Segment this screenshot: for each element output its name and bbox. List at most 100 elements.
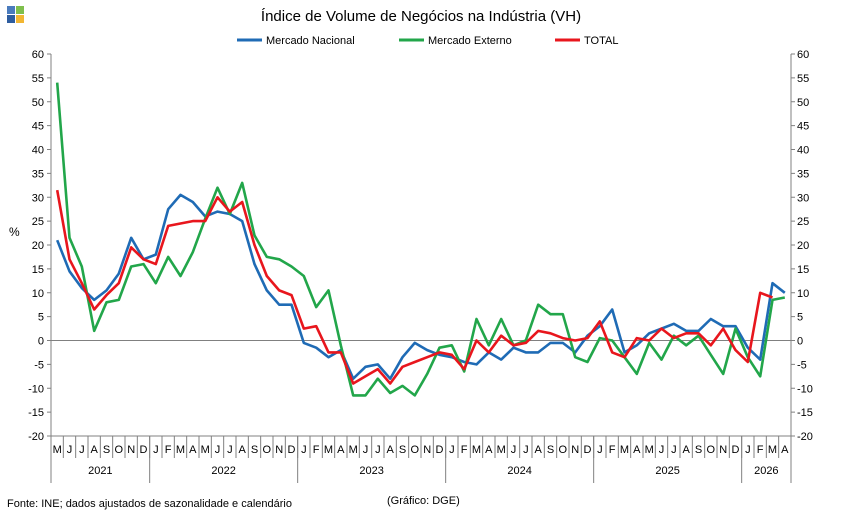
y-tick-label-right: 5 bbox=[797, 312, 803, 324]
y-tick-label-right: 20 bbox=[797, 240, 809, 252]
footnote: Fonte: INE; dados ajustados de sazonalid… bbox=[7, 498, 292, 510]
y-tick-label-left: 30 bbox=[32, 192, 44, 204]
y-tick-label-right: -15 bbox=[797, 407, 813, 419]
y-tick-label-left: 10 bbox=[32, 288, 44, 300]
month-label: D bbox=[140, 444, 148, 456]
month-label: M bbox=[53, 444, 62, 456]
y-tick-label-left: 0 bbox=[38, 336, 44, 348]
month-label: N bbox=[571, 444, 579, 456]
month-label: N bbox=[275, 444, 283, 456]
month-label: O bbox=[559, 444, 568, 456]
month-label: N bbox=[127, 444, 135, 456]
month-label: A bbox=[189, 444, 197, 456]
month-label: M bbox=[645, 444, 654, 456]
legend-label: Mercado Externo bbox=[428, 35, 512, 47]
month-label: J bbox=[523, 444, 529, 456]
month-label: O bbox=[411, 444, 420, 456]
month-label: A bbox=[337, 444, 345, 456]
month-label: M bbox=[176, 444, 185, 456]
y-tick-label-right: 35 bbox=[797, 168, 809, 180]
month-label: J bbox=[659, 444, 665, 456]
year-label: 2021 bbox=[88, 465, 112, 477]
month-label: N bbox=[423, 444, 431, 456]
month-label: D bbox=[288, 444, 296, 456]
month-label: M bbox=[472, 444, 481, 456]
month-label: A bbox=[485, 444, 493, 456]
y-axis-label: % bbox=[9, 225, 20, 239]
y-tick-label-left: 45 bbox=[32, 121, 44, 133]
year-label: 2022 bbox=[211, 465, 235, 477]
y-tick-label-right: 10 bbox=[797, 288, 809, 300]
month-label: F bbox=[165, 444, 172, 456]
y-tick-label-right: 45 bbox=[797, 121, 809, 133]
y-tick-label-left: -20 bbox=[28, 431, 44, 443]
month-label: S bbox=[103, 444, 110, 456]
year-label: 2023 bbox=[359, 465, 383, 477]
month-label: J bbox=[597, 444, 603, 456]
month-label: O bbox=[115, 444, 124, 456]
month-label: J bbox=[227, 444, 233, 456]
month-label: N bbox=[719, 444, 727, 456]
y-tick-label-left: 55 bbox=[32, 73, 44, 85]
month-label: S bbox=[695, 444, 702, 456]
y-tick-label-left: -5 bbox=[34, 359, 44, 371]
month-label: M bbox=[349, 444, 358, 456]
month-label: F bbox=[461, 444, 468, 456]
series-line-3 bbox=[55, 189, 773, 385]
y-tick-label-left: -10 bbox=[28, 383, 44, 395]
series-lines bbox=[55, 82, 786, 397]
legend-label: TOTAL bbox=[584, 35, 618, 47]
y-tick-label-right: 40 bbox=[797, 145, 809, 157]
month-label: F bbox=[757, 444, 764, 456]
y-tick-label-left: 50 bbox=[32, 97, 44, 109]
y-tick-label-right: 55 bbox=[797, 73, 809, 85]
month-label: J bbox=[67, 444, 73, 456]
month-label: M bbox=[201, 444, 210, 456]
month-label: J bbox=[449, 444, 455, 456]
month-label: S bbox=[399, 444, 406, 456]
series-line-2 bbox=[55, 82, 786, 397]
y-tick-label-right: -10 bbox=[797, 383, 813, 395]
y-tick-label-right: 50 bbox=[797, 97, 809, 109]
month-label: J bbox=[301, 444, 307, 456]
y-tick-label-left: 25 bbox=[32, 216, 44, 228]
year-label: 2025 bbox=[655, 465, 679, 477]
month-label: J bbox=[375, 444, 381, 456]
month-label: F bbox=[313, 444, 320, 456]
legend-label: Mercado Nacional bbox=[266, 35, 355, 47]
y-tick-label-left: 35 bbox=[32, 168, 44, 180]
logo-square bbox=[16, 15, 24, 23]
month-label: D bbox=[732, 444, 740, 456]
month-label: A bbox=[534, 444, 542, 456]
month-label: O bbox=[263, 444, 272, 456]
month-label: J bbox=[363, 444, 369, 456]
y-tick-label-left: 20 bbox=[32, 240, 44, 252]
month-label: F bbox=[609, 444, 616, 456]
logo-square bbox=[7, 6, 15, 14]
y-tick-label-left: 40 bbox=[32, 145, 44, 157]
month-label: J bbox=[671, 444, 677, 456]
logo-icon bbox=[7, 6, 24, 23]
y-tick-label-left: 5 bbox=[38, 312, 44, 324]
y-tick-label-right: -20 bbox=[797, 431, 813, 443]
month-label: M bbox=[497, 444, 506, 456]
y-tick-label-left: 60 bbox=[32, 49, 44, 61]
series-line-1 bbox=[55, 193, 786, 381]
y-tick-label-right: 15 bbox=[797, 264, 809, 276]
month-label: D bbox=[436, 444, 444, 456]
month-label: A bbox=[386, 444, 394, 456]
month-label: J bbox=[745, 444, 751, 456]
month-label: M bbox=[324, 444, 333, 456]
month-label: A bbox=[682, 444, 690, 456]
y-tick-label-right: 0 bbox=[797, 336, 803, 348]
month-label: A bbox=[781, 444, 789, 456]
month-label: S bbox=[251, 444, 258, 456]
month-label: J bbox=[511, 444, 517, 456]
y-tick-label-right: 30 bbox=[797, 192, 809, 204]
month-label: J bbox=[79, 444, 85, 456]
month-label: J bbox=[215, 444, 221, 456]
y-tick-label-left: 15 bbox=[32, 264, 44, 276]
month-label: M bbox=[620, 444, 629, 456]
